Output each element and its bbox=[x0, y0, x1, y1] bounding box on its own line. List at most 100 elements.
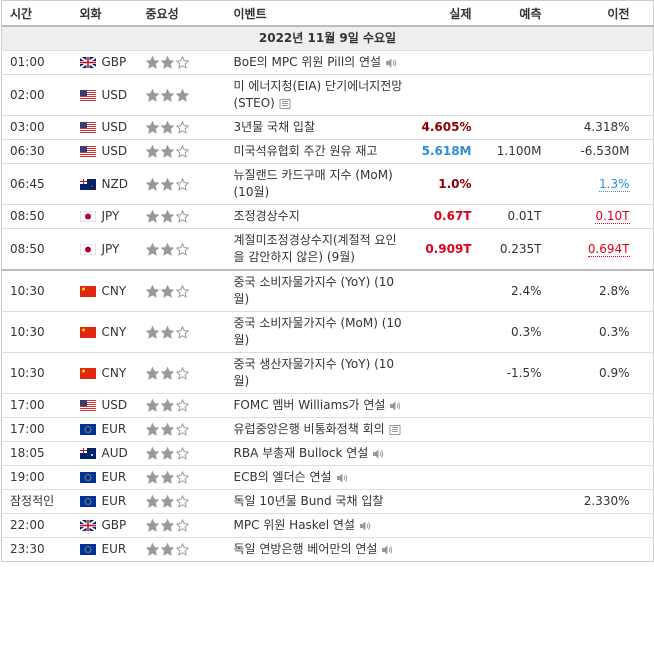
event: 중국 소비자물가지수 (MoM) (10월) bbox=[233, 316, 402, 347]
flag-part bbox=[79, 178, 96, 190]
star bbox=[145, 398, 159, 412]
time: 17:00 bbox=[1, 417, 72, 442]
flag-part bbox=[79, 132, 96, 133]
spacer bbox=[637, 204, 654, 229]
star bbox=[175, 422, 189, 436]
event-cell: 독일 연방은행 베어만의 연설 bbox=[225, 537, 414, 562]
star bbox=[145, 446, 159, 460]
importance bbox=[145, 120, 191, 134]
previous: 0.694T bbox=[587, 241, 630, 257]
previous-cell: 0.10T bbox=[549, 204, 638, 229]
event-cell: 독일 10년물 Bund 국채 입찰 bbox=[225, 489, 414, 514]
spacer bbox=[637, 163, 654, 205]
star bbox=[175, 144, 189, 158]
spacer bbox=[637, 74, 654, 116]
event-row: 22:00 GBP MPC 위원 Haskel 연설 bbox=[1, 513, 654, 538]
forecast-cell bbox=[479, 50, 550, 75]
flag-part bbox=[84, 546, 91, 553]
event-cell: MPC 위원 Haskel 연설 bbox=[225, 513, 414, 538]
event: 중국 소비자물가지수 (YoY) (10월) bbox=[233, 275, 395, 306]
currency-cell: CNY bbox=[71, 269, 138, 312]
star bbox=[175, 209, 189, 223]
importance-cell bbox=[137, 228, 226, 270]
flag-part bbox=[79, 89, 87, 96]
event-row: 03:00 USD 3년물 국채 입찰 4.605% 4.318% bbox=[1, 115, 654, 140]
star-shape bbox=[160, 55, 174, 69]
star-shape bbox=[175, 325, 189, 339]
importance-cell bbox=[137, 352, 226, 394]
forecast: 2.4% bbox=[511, 283, 542, 298]
actual-cell: 1.0% bbox=[413, 163, 480, 205]
importance-cell bbox=[137, 441, 226, 466]
column-header: 이벤트 bbox=[225, 0, 414, 27]
importance bbox=[145, 144, 191, 158]
date-row: 2022년 11월 9일 수요일 bbox=[1, 25, 654, 51]
star bbox=[160, 242, 174, 256]
star bbox=[175, 398, 189, 412]
flag-part bbox=[79, 124, 96, 125]
icon-shape bbox=[390, 401, 396, 410]
currency-cell: AUD bbox=[71, 441, 138, 466]
event: RBA 부총재 Bullock 연설 bbox=[233, 446, 369, 460]
flag-part bbox=[79, 95, 96, 97]
star bbox=[145, 242, 159, 256]
previous: 1.3% bbox=[599, 176, 630, 192]
star bbox=[160, 446, 174, 460]
currency: USD bbox=[101, 144, 128, 158]
spacer bbox=[637, 465, 654, 490]
actual-cell bbox=[413, 465, 480, 490]
previous: 2.330% bbox=[583, 494, 630, 508]
spacer bbox=[637, 115, 654, 140]
currency-cell: JPY bbox=[71, 204, 138, 229]
importance bbox=[145, 209, 191, 223]
star-shape bbox=[175, 88, 189, 102]
star bbox=[160, 55, 174, 69]
flag-part bbox=[79, 472, 96, 483]
currency: AUD bbox=[101, 446, 128, 460]
flag-part bbox=[79, 402, 96, 403]
importance-cell bbox=[137, 74, 226, 116]
importance bbox=[145, 398, 191, 412]
star-shape bbox=[145, 494, 159, 508]
star bbox=[160, 325, 174, 339]
forecast-cell bbox=[479, 513, 550, 538]
star-shape bbox=[175, 284, 189, 298]
event: ECB의 엘더슨 연설 bbox=[233, 470, 332, 484]
star bbox=[160, 209, 174, 223]
time: 01:00 bbox=[1, 50, 72, 75]
currency-cell: EUR bbox=[71, 489, 138, 514]
currency-cell: USD bbox=[71, 139, 138, 164]
flag-part bbox=[90, 184, 93, 187]
flag-part bbox=[79, 408, 96, 409]
star bbox=[160, 88, 174, 102]
previous-cell bbox=[549, 513, 638, 538]
currency: CNY bbox=[101, 324, 127, 339]
time: 22:00 bbox=[1, 513, 72, 538]
event-row: 08:50 JPY 계절미조정경상수지(계절적 요인을 감안하지 않은) (9월) 0… bbox=[1, 228, 654, 270]
currency: NZD bbox=[101, 176, 128, 191]
column-header: 예측 bbox=[479, 0, 550, 27]
star-shape bbox=[145, 366, 159, 380]
previous-cell: -6.530M bbox=[549, 139, 638, 164]
spacer bbox=[637, 417, 654, 442]
forecast-cell bbox=[479, 465, 550, 490]
event-row: 잠정적인 EUR 독일 10년물 Bund 국채 입찰 2.330% bbox=[1, 489, 654, 514]
previous-cell bbox=[549, 74, 638, 116]
flag-part bbox=[79, 544, 96, 555]
event-row: 17:00 EUR 유럽중앙은행 비통화정책 회의 bbox=[1, 417, 654, 442]
star bbox=[160, 120, 174, 134]
flag-part bbox=[79, 152, 96, 153]
star bbox=[175, 177, 189, 191]
actual-cell bbox=[413, 513, 480, 538]
event-cell: 중국 생산자물가지수 (YoY) (10월) bbox=[225, 352, 414, 394]
flag-part bbox=[84, 246, 91, 252]
flag bbox=[79, 57, 96, 68]
event-cell: 3년물 국채 입찰 bbox=[225, 115, 414, 140]
event: 뉴질랜드 카드구매 지수 (MoM) (10월) bbox=[233, 168, 393, 199]
flag-part bbox=[79, 89, 96, 101]
star-shape bbox=[145, 177, 159, 191]
star-shape bbox=[175, 120, 189, 134]
actual-cell bbox=[413, 50, 480, 75]
forecast-cell bbox=[479, 163, 550, 205]
event: 독일 10년물 Bund 국채 입찰 bbox=[233, 494, 384, 508]
